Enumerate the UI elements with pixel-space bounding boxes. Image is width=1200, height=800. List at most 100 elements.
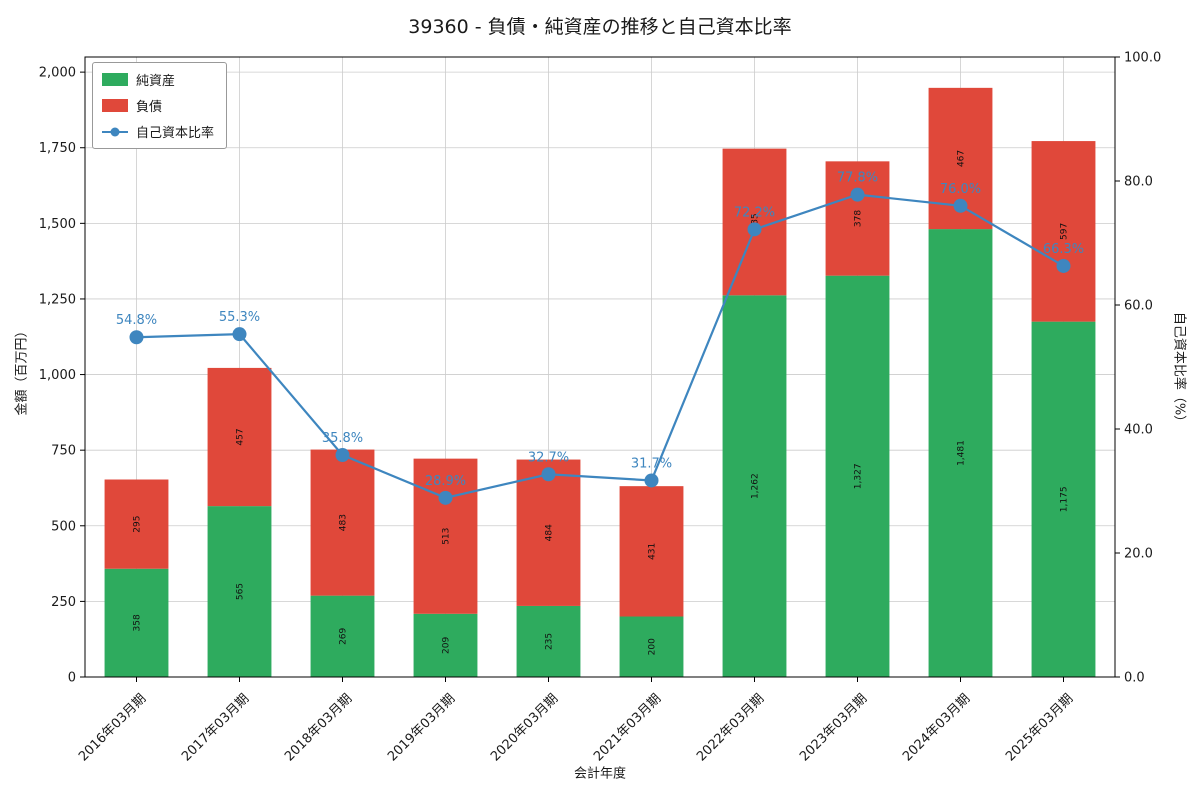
y-axis-left-tick-label: 2,000 xyxy=(39,66,76,81)
legend-label-net-assets: 純資産 xyxy=(136,74,176,89)
net-assets-value-label: 235 xyxy=(545,633,555,650)
equity-ratio-marker xyxy=(232,327,247,342)
liabilities-value-label: 483 xyxy=(339,514,349,531)
liabilities-value-label: 467 xyxy=(957,150,967,167)
chart-title: 39360 - 負債・純資産の推移と自己資本比率 xyxy=(408,16,792,38)
y-axis-right-tick-label: 60.0 xyxy=(1124,299,1153,314)
y-axis-left-tick-label: 750 xyxy=(51,444,76,459)
equity-ratio-label: 35.8% xyxy=(322,431,363,446)
equity-ratio-marker xyxy=(850,187,865,202)
liabilities-value-label: 485 xyxy=(751,213,761,230)
equity-ratio-line xyxy=(136,193,1065,499)
net-assets-value-label: 209 xyxy=(442,637,452,654)
liabilities-bar xyxy=(516,459,581,606)
y-axis-right-tick-label: 0.0 xyxy=(1124,671,1145,686)
x-axis-tick-label: 2018年03月期 xyxy=(282,691,355,764)
x-axis-tick-label: 2024年03月期 xyxy=(900,691,973,764)
net-assets-bar xyxy=(928,229,993,677)
equity-ratio-marker xyxy=(644,473,659,488)
liabilities-value-label: 597 xyxy=(1060,223,1070,240)
x-axis-tick-label: 2020年03月期 xyxy=(488,691,561,764)
x-axis-tick-label: 2022年03月期 xyxy=(694,691,767,764)
liabilities-bar xyxy=(413,458,478,614)
y-axis-right-tick-label: 40.0 xyxy=(1124,423,1153,438)
net-assets-bar xyxy=(104,568,169,677)
liabilities-swatch-icon xyxy=(102,99,128,112)
y-axis-left-tick-label: 1,750 xyxy=(39,141,76,156)
y-axis-left-tick-label: 0 xyxy=(68,671,76,686)
plot-border xyxy=(84,56,1116,678)
net-assets-value-label: 200 xyxy=(648,638,658,655)
liabilities-value-label: 457 xyxy=(236,428,246,445)
equity-ratio-label: 72.2% xyxy=(734,205,775,220)
legend-label-liabilities: 負債 xyxy=(136,100,163,115)
equity-ratio-marker xyxy=(335,448,350,463)
x-axis-tick-label: 2025年03月期 xyxy=(1003,691,1076,764)
net-assets-bar xyxy=(310,595,375,677)
y-axis-label-left: 金額（百万円） xyxy=(14,324,30,416)
net-assets-value-label: 1,175 xyxy=(1060,486,1070,512)
x-axis-tick-label: 2017年03月期 xyxy=(179,691,252,764)
equity-ratio-label: 32.7% xyxy=(528,450,569,465)
x-axis-tick-label: 2023年03月期 xyxy=(797,691,870,764)
legend-item-net-assets: 純資産 xyxy=(102,70,214,89)
y-axis-left-tick-label: 1,500 xyxy=(39,217,76,232)
y-axis-right-tick-label: 20.0 xyxy=(1124,547,1153,562)
liabilities-value-label: 513 xyxy=(442,528,452,545)
net-assets-value-label: 269 xyxy=(339,627,349,644)
chart-legend: 純資産 負債 自己資本比率 xyxy=(92,62,228,149)
liabilities-value-label: 484 xyxy=(545,524,555,541)
equity-ratio-marker xyxy=(438,490,453,505)
net-assets-value-label: 1,262 xyxy=(751,473,761,499)
equity-ratio-marker xyxy=(129,330,144,345)
equity-ratio-marker xyxy=(1056,258,1071,273)
equity-ratio-marker xyxy=(541,467,556,482)
liabilities-bar xyxy=(825,161,890,276)
y-axis-left-tick-label: 1,000 xyxy=(39,368,76,383)
net-assets-swatch-icon xyxy=(102,73,128,86)
liabilities-bar xyxy=(207,367,272,507)
legend-item-liabilities: 負債 xyxy=(102,96,214,115)
net-assets-bar xyxy=(1031,321,1096,677)
net-assets-value-label: 1,327 xyxy=(854,463,864,489)
legend-item-equity-ratio: 自己資本比率 xyxy=(102,122,214,141)
liabilities-bar xyxy=(1031,141,1096,322)
net-assets-value-label: 565 xyxy=(236,583,246,600)
liabilities-value-label: 295 xyxy=(133,516,143,533)
net-assets-bar xyxy=(207,506,272,677)
net-assets-bar xyxy=(413,613,478,677)
equity-ratio-label: 28.9% xyxy=(425,474,466,489)
liabilities-value-label: 431 xyxy=(648,543,658,560)
equity-ratio-line-icon xyxy=(102,125,128,138)
y-axis-left-tick-label: 1,250 xyxy=(39,292,76,307)
y-axis-label-right: 自己資本比率（%） xyxy=(1171,311,1187,429)
x-axis-tick-label: 2016年03月期 xyxy=(76,691,149,764)
liabilities-value-label: 378 xyxy=(854,210,864,227)
equity-ratio-label: 54.8% xyxy=(116,313,157,328)
net-assets-value-label: 1,481 xyxy=(957,440,967,466)
equity-ratio-label: 77.8% xyxy=(837,171,878,186)
net-assets-bar xyxy=(722,295,787,677)
legend-label-equity-ratio: 自己資本比率 xyxy=(136,126,215,141)
equity-ratio-label: 66.3% xyxy=(1043,242,1084,257)
equity-ratio-marker xyxy=(953,198,968,213)
liabilities-bar xyxy=(104,479,169,569)
x-axis-tick-label: 2019年03月期 xyxy=(385,691,458,764)
liabilities-bar xyxy=(310,449,375,596)
y-axis-left-tick-label: 500 xyxy=(51,519,76,534)
net-assets-value-label: 358 xyxy=(133,614,143,631)
net-assets-bar xyxy=(825,275,890,677)
equity-ratio-label: 31.7% xyxy=(631,456,672,471)
x-axis-label: 会計年度 xyxy=(573,766,627,782)
net-assets-bar xyxy=(516,605,581,677)
x-axis-tick-label: 2021年03月期 xyxy=(591,691,664,764)
equity-ratio-label: 55.3% xyxy=(219,310,260,325)
equity-ratio-label: 76.0% xyxy=(940,182,981,197)
equity-ratio-marker xyxy=(747,222,762,237)
net-assets-bar xyxy=(619,616,684,677)
y-axis-left-tick-label: 250 xyxy=(51,595,76,610)
liabilities-bar xyxy=(619,486,684,617)
y-axis-right-tick-label: 80.0 xyxy=(1124,175,1153,190)
